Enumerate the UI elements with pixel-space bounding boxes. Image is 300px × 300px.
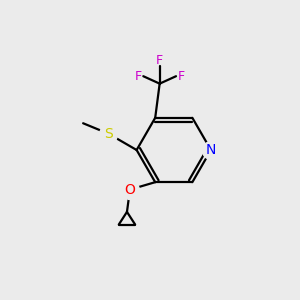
Text: F: F [156, 54, 163, 67]
Text: F: F [178, 70, 185, 83]
Text: O: O [124, 183, 135, 196]
Text: S: S [104, 127, 113, 141]
Text: N: N [206, 143, 216, 157]
Text: F: F [134, 70, 142, 83]
